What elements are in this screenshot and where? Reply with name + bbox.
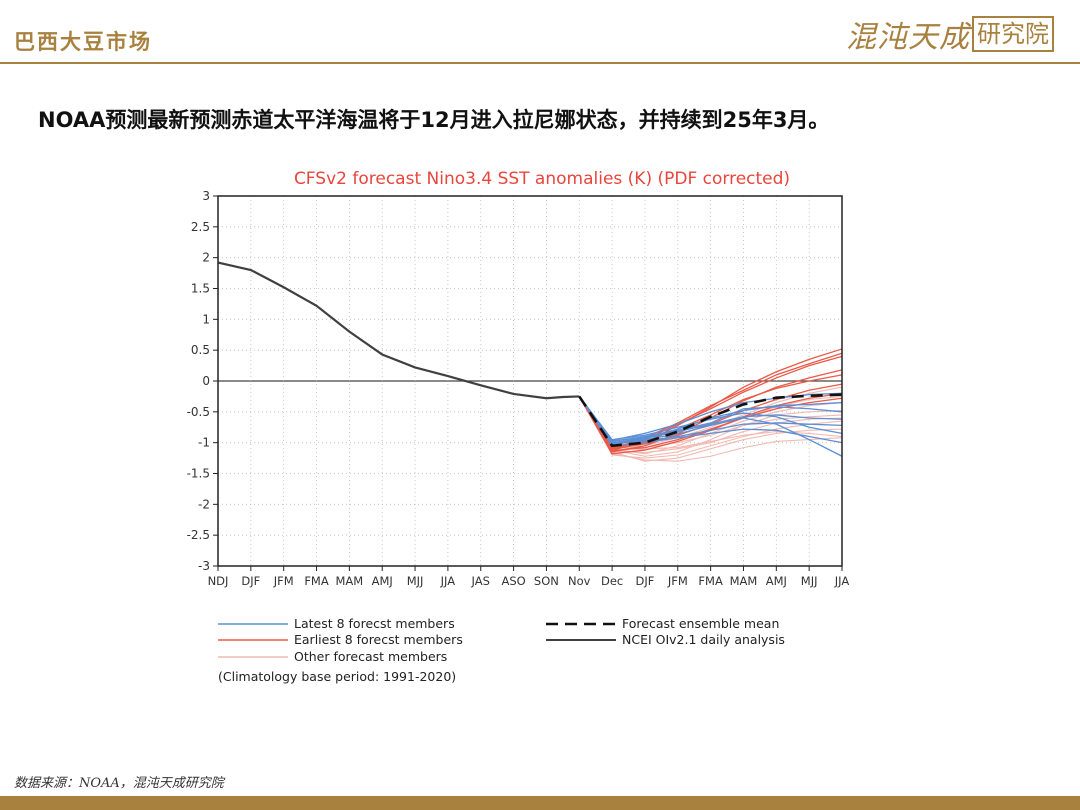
y-tick-label: 1 [202, 312, 210, 326]
y-tick-label: 0 [202, 374, 210, 388]
latest-member-line [578, 396, 843, 447]
x-tick-label: Dec [601, 574, 623, 588]
headline: NOAA预测最新预测赤道太平洋海温将于12月进入拉尼娜状态，并持续到25年3月。 [38, 108, 830, 132]
other-member-line [578, 396, 843, 462]
y-tick-label: 0.5 [191, 343, 210, 357]
x-tick-label: AMJ [372, 574, 393, 588]
y-tick-label: 2 [202, 251, 210, 265]
other-member-line [578, 396, 843, 454]
x-tick-label: JFM [667, 574, 688, 588]
chart-title: CFSv2 forecast Nino3.4 SST anomalies (K)… [294, 169, 790, 189]
chart-legend: Latest 8 forecst members Earliest 8 fore… [218, 616, 785, 684]
latest-member-line [578, 396, 843, 442]
x-tick-label: Nov [568, 574, 591, 588]
x-tick-label: FMA [304, 574, 329, 588]
analysis-and-mean-lines [217, 261, 843, 448]
legend-label-earliest: Earliest 8 forecst members [294, 632, 463, 647]
x-tick-label: NDJ [208, 574, 229, 588]
y-tick-label: -2.5 [187, 528, 210, 542]
legend-label-other: Other forecast members [294, 649, 447, 664]
header-divider [0, 62, 1080, 64]
logo-seal: 研究院 [972, 16, 1054, 52]
y-tick-label: -0.5 [187, 405, 210, 419]
chart-grid [218, 196, 842, 566]
latest-member-line [578, 396, 843, 444]
x-tick-label: DJF [241, 574, 260, 588]
x-tick-label: ASO [501, 574, 525, 588]
footer-band [0, 796, 1080, 810]
legend-note: (Climatology base period: 1991-2020) [218, 669, 456, 684]
x-tick-label: DJF [636, 574, 655, 588]
legend-label-latest: Latest 8 forecst members [294, 616, 455, 631]
x-tick-label: MJJ [801, 574, 818, 588]
ensemble-mean-line [578, 393, 843, 448]
y-tick-label: 3 [202, 189, 210, 203]
nino34-forecast-chart: CFSv2 forecast Nino3.4 SST anomalies (K)… [187, 169, 850, 684]
latest-member-line [578, 396, 843, 445]
analysis-line [217, 261, 580, 400]
company-logo: 混沌天成 研究院 [846, 14, 1054, 55]
y-tick-label: 2.5 [191, 220, 210, 234]
x-tick-label: AMJ [766, 574, 787, 588]
latest-members-lines [578, 392, 843, 457]
logo-wordmark: 混沌天成 [846, 20, 970, 55]
earliest-member-line [578, 374, 843, 449]
section-title: 巴西大豆市场 [14, 29, 152, 54]
x-axis-ticks: NDJ DJF JFM FMA MAM AMJ MJJ JJA JAS ASO SON Nov Dec D… [208, 566, 850, 588]
y-tick-label: -2 [198, 497, 210, 511]
y-tick-label: 1.5 [191, 282, 210, 296]
x-tick-label: JFM [273, 574, 294, 588]
x-tick-label: JJA [834, 574, 850, 588]
y-tick-label: -1.5 [187, 467, 210, 481]
other-member-line [578, 396, 843, 462]
x-tick-label: JAS [471, 574, 490, 588]
y-tick-label: -3 [198, 559, 210, 573]
x-tick-label: SON [534, 574, 559, 588]
x-tick-label: MJJ [407, 574, 424, 588]
y-axis-ticks: 3 2.5 2 1.5 1 0.5 0 -0.5 -1 -1.5 -2 -2.5 -3 [187, 189, 218, 573]
page-header: 巴西大豆市场 混沌天成 研究院 [0, 0, 1080, 64]
x-tick-label: FMA [698, 574, 723, 588]
legend-label-analysis: NCEI OIv2.1 daily analysis [622, 632, 785, 647]
x-tick-label: JJA [440, 574, 456, 588]
data-source-note: 数据来源：NOAA，混沌天成研究院 [14, 776, 224, 791]
x-tick-label: MAM [730, 574, 758, 588]
y-tick-label: -1 [198, 436, 210, 450]
plot-frame [217, 195, 843, 567]
legend-label-mean: Forecast ensemble mean [622, 616, 779, 631]
x-tick-label: MAM [336, 574, 364, 588]
